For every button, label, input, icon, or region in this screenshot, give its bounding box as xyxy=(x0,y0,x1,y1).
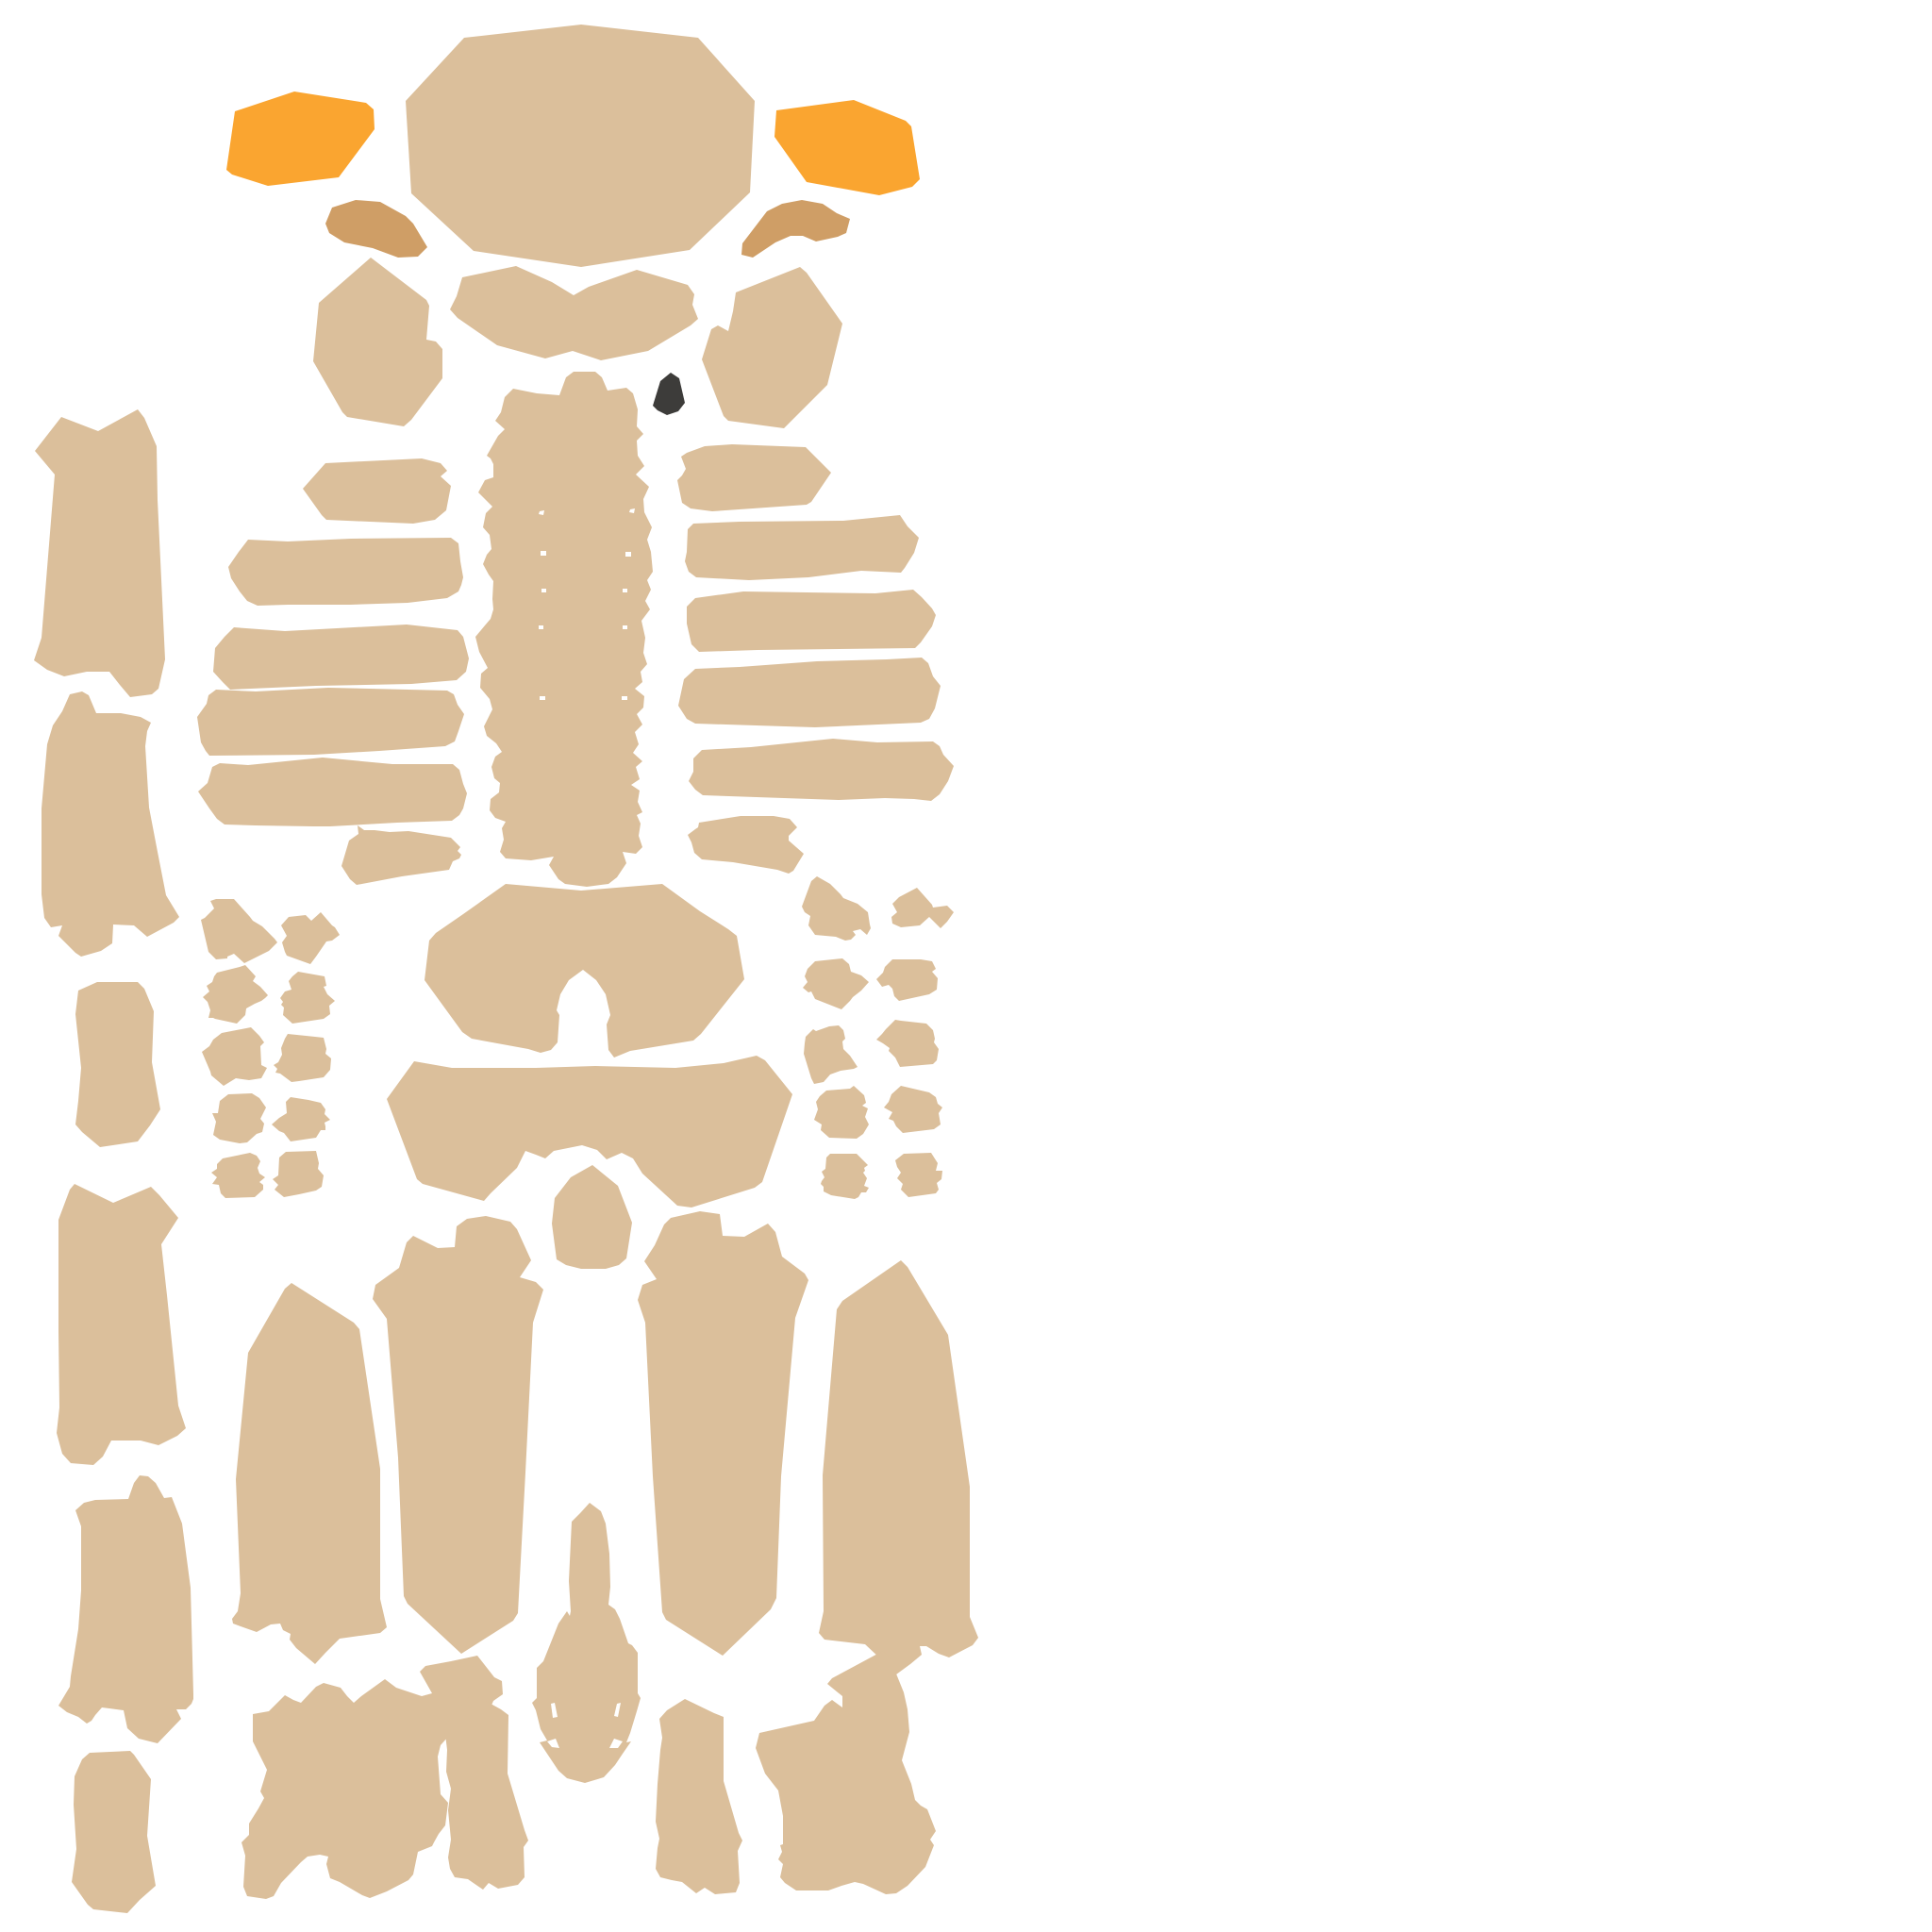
uv-island-finger-bone xyxy=(884,1086,942,1133)
uv-island-shin-right-inner xyxy=(756,1651,936,1894)
uv-island-finger-bone xyxy=(821,1154,869,1199)
hand-bones-left-cluster xyxy=(201,899,340,1198)
uv-island-rib-right-4 xyxy=(678,658,941,727)
uv-island-finger-bone xyxy=(274,1034,331,1082)
uv-island-shin-right-bone xyxy=(656,1699,742,1894)
uv-island-rib-left-5 xyxy=(198,758,467,826)
uv-island-finger-bone xyxy=(272,1097,330,1141)
uv-island-finger-bone xyxy=(201,899,277,963)
uv-island-thigh-left-outer xyxy=(57,1184,186,1465)
uv-island-rib-right-6 xyxy=(688,816,804,874)
uv-island-rib-right-2 xyxy=(685,515,919,580)
uv-island-finger-bone xyxy=(203,965,268,1024)
uv-island-pelvis-lower xyxy=(387,1056,792,1208)
uv-island-rib-right-5 xyxy=(689,739,954,801)
uv-island-finger-bone xyxy=(895,1153,942,1197)
uv-island-finger-bone xyxy=(212,1093,266,1143)
uv-island-femur-right xyxy=(638,1211,808,1656)
uv-island-shin-left-bone xyxy=(444,1693,528,1890)
uv-island-rib-left-3 xyxy=(213,625,469,690)
uv-island-pelvis-upper xyxy=(425,884,744,1058)
uv-island-tail xyxy=(532,1503,641,1783)
uv-island-finger-bone xyxy=(804,1025,858,1084)
uv-island-left-brow xyxy=(325,200,427,258)
uv-island-finger-bone xyxy=(202,1027,267,1086)
uv-island-jaw xyxy=(450,266,698,360)
uv-island-left-eye-patch xyxy=(226,92,375,186)
uv-island-finger-bone xyxy=(280,972,335,1024)
uv-island-finger-bone xyxy=(876,959,938,1001)
hand-bones-right-cluster xyxy=(802,876,954,1199)
uv-island-finger-bone xyxy=(891,888,954,928)
uv-island-hip-right xyxy=(819,1260,978,1674)
uv-island-rib-right-3 xyxy=(687,590,936,652)
uv-island-hand-left xyxy=(75,982,160,1147)
uv-island-finger-bone xyxy=(876,1020,939,1067)
uv-island-skull-top xyxy=(406,25,755,267)
uv-island-upper-arm-left xyxy=(34,409,165,697)
uv-island-foot-left-outer xyxy=(72,1751,156,1913)
uv-island-finger-bone xyxy=(803,958,869,1009)
uv-island-rib-left-2 xyxy=(228,538,463,606)
uv-island-rib-right-1 xyxy=(677,444,831,511)
uv-island-finger-bone xyxy=(273,1151,324,1197)
uv-island-forearm-left xyxy=(42,691,179,957)
uv-island-left-cheek xyxy=(313,258,442,426)
uv-island-rib-left-1 xyxy=(303,458,451,524)
uv-island-eye-pupil xyxy=(653,373,685,415)
uv-island-finger-bone xyxy=(802,876,871,941)
uv-island-right-cheek xyxy=(702,267,842,428)
uv-island-sacrum xyxy=(552,1165,632,1269)
uv-island-finger-bone xyxy=(814,1086,869,1139)
uv-island-right-brow xyxy=(741,200,850,258)
tail-vertebra-gaps xyxy=(547,1703,623,1748)
uv-island-shin-left-outer xyxy=(58,1475,193,1743)
uv-island-finger-bone xyxy=(211,1153,265,1198)
uv-island-finger-bone xyxy=(281,912,340,964)
uv-island-right-eye-patch xyxy=(774,100,920,195)
uv-island-rib-left-4 xyxy=(197,688,464,756)
uv-island-rib-left-6 xyxy=(341,825,461,885)
uv-island-spine xyxy=(475,372,653,887)
uv-island-hip-left xyxy=(232,1283,387,1664)
spine-vertebra-gaps xyxy=(539,508,635,700)
uv-island-femur-left xyxy=(373,1216,543,1654)
uv-island-shin-left-inner xyxy=(242,1656,503,1899)
